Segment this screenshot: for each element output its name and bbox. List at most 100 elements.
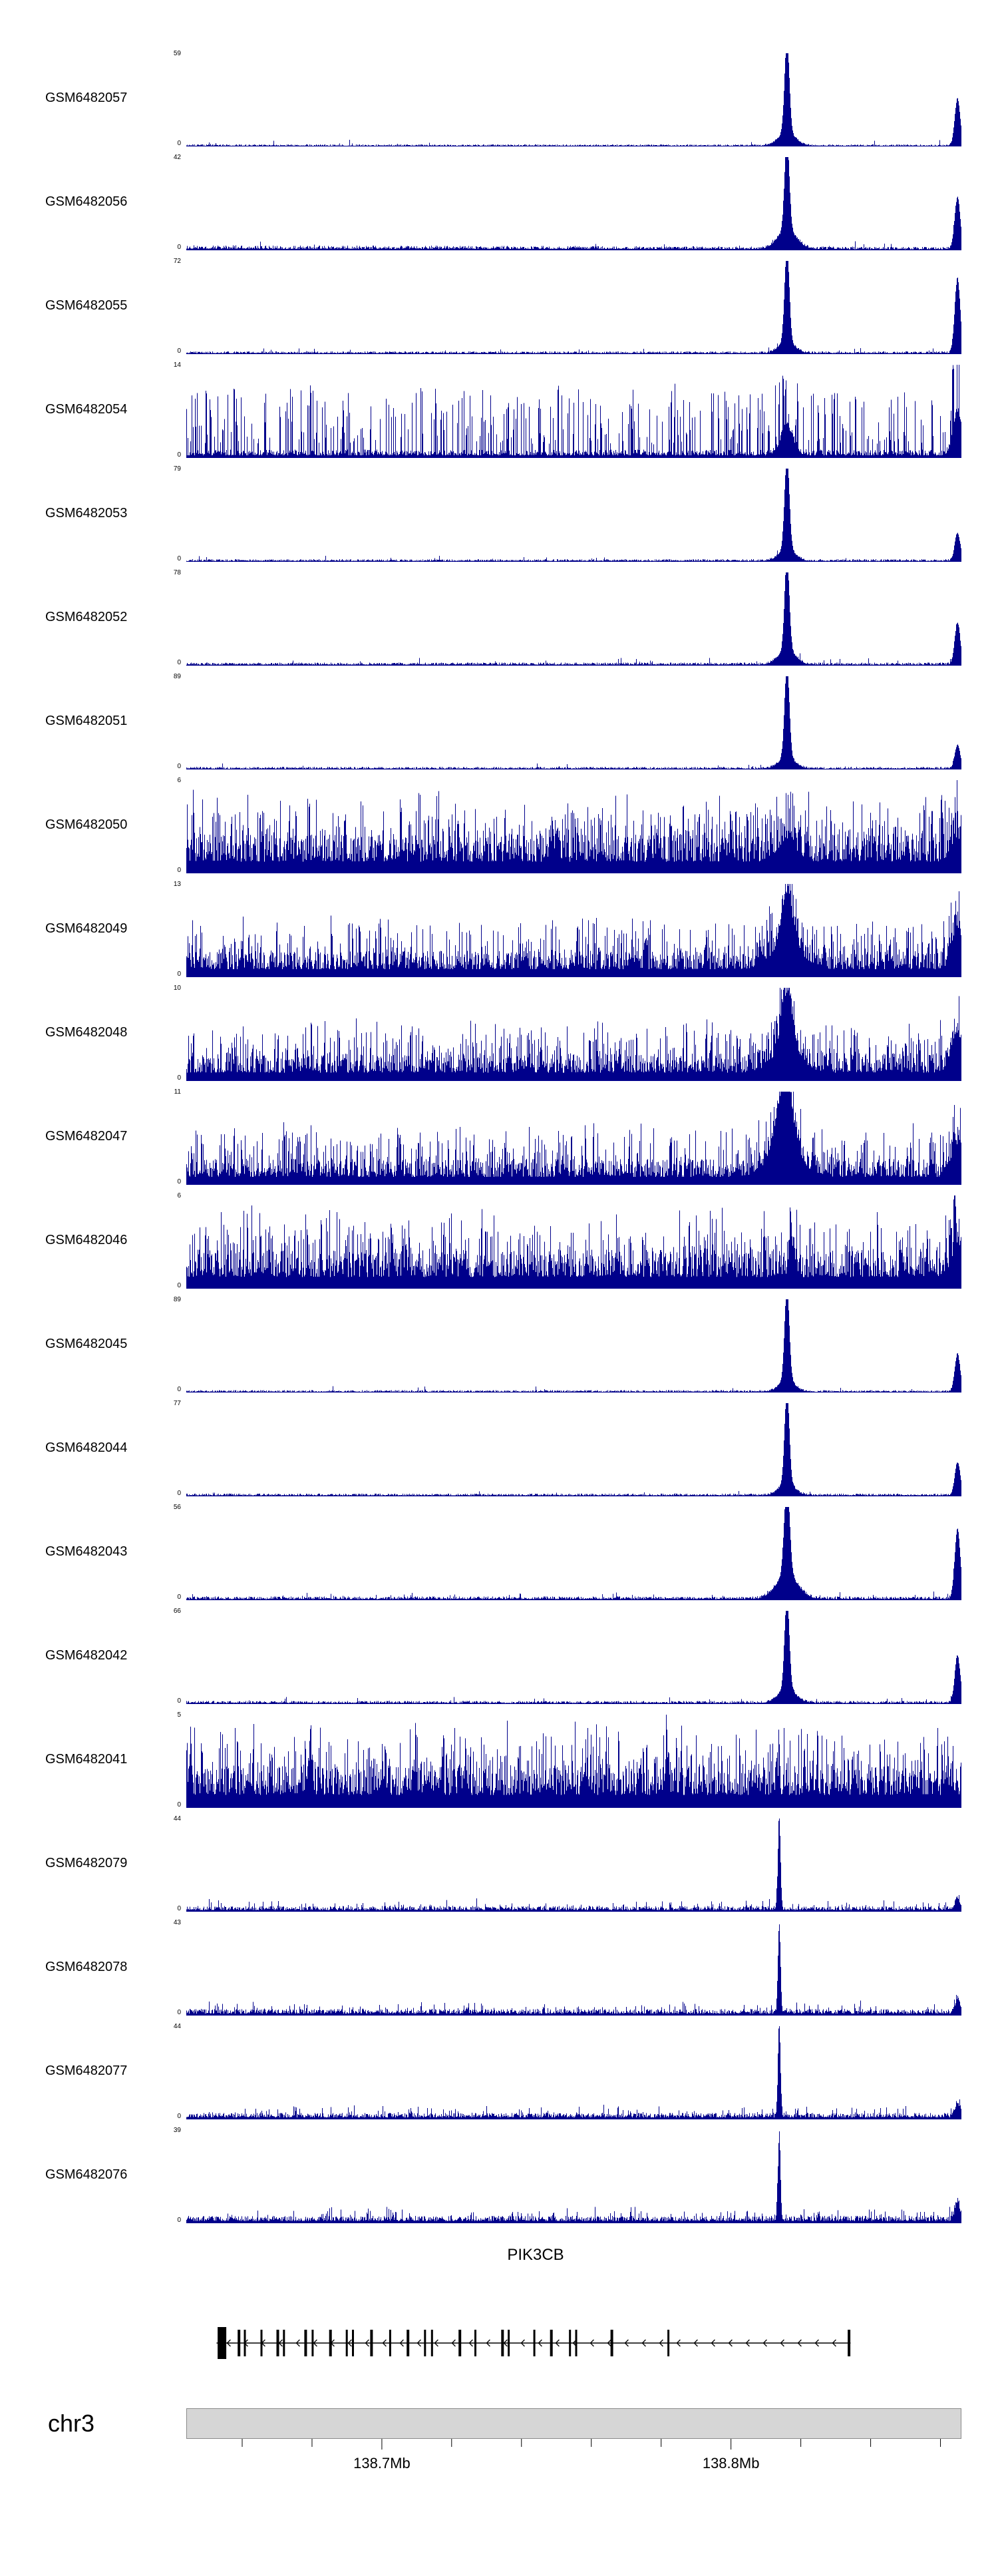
track-label: GSM6482057 bbox=[45, 91, 128, 105]
coverage-track-GSM6482050: GSM6482050 6 0 bbox=[0, 777, 998, 884]
y-axis-zero-label: 0 bbox=[177, 1697, 181, 1705]
coverage-track-GSM6482076: GSM6482076 39 0 bbox=[0, 2127, 998, 2234]
exon bbox=[329, 2330, 332, 2356]
exon bbox=[345, 2330, 348, 2356]
y-axis-zero-label: 0 bbox=[177, 555, 181, 562]
coverage-track-GSM6482046: GSM6482046 6 0 bbox=[0, 1192, 998, 1299]
strand-direction-arrow bbox=[226, 2339, 231, 2347]
y-axis-max-label: 5 bbox=[177, 1711, 181, 1719]
y-axis-zero-label: 0 bbox=[177, 451, 181, 459]
strand-direction-arrow bbox=[451, 2339, 456, 2347]
y-axis-max-label: 6 bbox=[177, 777, 181, 784]
exon bbox=[424, 2330, 426, 2356]
exon bbox=[458, 2330, 462, 2356]
strand-direction-arrow bbox=[295, 2339, 300, 2347]
strand-direction-arrow bbox=[745, 2339, 750, 2347]
strand-direction-arrow bbox=[365, 2339, 369, 2347]
exon bbox=[575, 2330, 578, 2356]
strand-direction-arrow bbox=[624, 2339, 629, 2347]
y-axis-max-label: 11 bbox=[174, 1088, 181, 1096]
strand-direction-arrow bbox=[797, 2339, 802, 2347]
strand-direction-arrow bbox=[538, 2339, 542, 2347]
exon bbox=[610, 2330, 613, 2356]
coverage-track-GSM6482043: GSM6482043 56 0 bbox=[0, 1504, 998, 1611]
track-label: GSM6482041 bbox=[45, 1752, 128, 1767]
coverage-signal bbox=[186, 1195, 961, 1289]
coverage-signal bbox=[186, 572, 961, 666]
track-label: GSM6482053 bbox=[45, 506, 128, 521]
strand-direction-arrow bbox=[555, 2339, 560, 2347]
strand-direction-arrow bbox=[313, 2339, 317, 2347]
exon bbox=[533, 2330, 536, 2356]
y-axis-zero-label: 0 bbox=[177, 1386, 181, 1393]
y-axis-zero-label: 0 bbox=[177, 140, 181, 147]
y-axis-max-label: 39 bbox=[173, 2127, 181, 2134]
y-axis-max-label: 78 bbox=[173, 569, 181, 576]
axis-tick-label: 138.8Mb bbox=[703, 2455, 760, 2471]
coverage-track-GSM6482041: GSM6482041 5 0 bbox=[0, 1711, 998, 1819]
y-axis-max-label: 6 bbox=[177, 1192, 181, 1199]
coverage-track-GSM6482049: GSM6482049 13 0 bbox=[0, 881, 998, 988]
strand-direction-arrow bbox=[416, 2339, 421, 2347]
strand-direction-arrow bbox=[728, 2339, 733, 2347]
y-axis-max-label: 89 bbox=[173, 673, 181, 680]
coverage-signal bbox=[186, 1611, 961, 1704]
strand-direction-arrow bbox=[382, 2339, 387, 2347]
strand-direction-arrow bbox=[676, 2339, 681, 2347]
coverage-signal bbox=[186, 2026, 961, 2119]
strand-direction-arrow bbox=[607, 2339, 611, 2347]
coverage-signal bbox=[186, 261, 961, 354]
track-label: GSM6482079 bbox=[45, 1856, 128, 1870]
y-axis-max-label: 77 bbox=[173, 1400, 181, 1407]
coverage-track-GSM6482052: GSM6482052 78 0 bbox=[0, 569, 998, 676]
y-axis-max-label: 43 bbox=[173, 1919, 181, 1926]
coverage-signal bbox=[186, 365, 961, 458]
strand-direction-arrow bbox=[486, 2339, 490, 2347]
coverage-signal bbox=[186, 469, 961, 562]
coverage-track-GSM6482077: GSM6482077 44 0 bbox=[0, 2024, 998, 2130]
strand-direction-arrow bbox=[399, 2339, 404, 2347]
y-axis-zero-label: 0 bbox=[177, 659, 181, 666]
y-axis-max-label: 13 bbox=[173, 881, 181, 888]
track-label: GSM6482054 bbox=[45, 402, 128, 417]
exon bbox=[667, 2330, 670, 2356]
track-label: GSM6482048 bbox=[45, 1025, 128, 1040]
coverage-track-GSM6482056: GSM6482056 42 0 bbox=[0, 154, 998, 261]
y-axis-zero-label: 0 bbox=[177, 2009, 181, 2016]
coverage-signal bbox=[186, 1819, 961, 1912]
track-label: GSM6482051 bbox=[45, 714, 128, 728]
exon bbox=[311, 2330, 314, 2356]
strand-direction-arrow bbox=[589, 2339, 594, 2347]
strand-direction-arrow bbox=[711, 2339, 715, 2347]
strand-direction-arrow bbox=[641, 2339, 646, 2347]
coverage-signal bbox=[186, 1403, 961, 1496]
coverage-signal bbox=[186, 884, 961, 977]
exon bbox=[352, 2330, 354, 2356]
y-axis-max-label: 79 bbox=[173, 465, 181, 473]
y-axis-zero-label: 0 bbox=[177, 1594, 181, 1601]
strand-direction-arrow bbox=[762, 2339, 767, 2347]
axis-tick-label: 138.7Mb bbox=[353, 2455, 411, 2471]
exon bbox=[407, 2330, 410, 2356]
coverage-track-GSM6482057: GSM6482057 59 0 bbox=[0, 50, 998, 157]
exon bbox=[244, 2330, 246, 2356]
track-label: GSM6482047 bbox=[45, 1129, 128, 1144]
coverage-signal bbox=[186, 2131, 961, 2223]
coverage-track-GSM6482078: GSM6482078 43 0 bbox=[0, 1919, 998, 2026]
exon bbox=[276, 2330, 279, 2356]
exon bbox=[304, 2330, 307, 2356]
track-label: GSM6482044 bbox=[45, 1440, 128, 1455]
coverage-signal bbox=[186, 1092, 961, 1185]
y-axis-max-label: 59 bbox=[173, 50, 181, 57]
y-axis-zero-label: 0 bbox=[177, 1282, 181, 1289]
strand-direction-arrow bbox=[814, 2339, 819, 2347]
strand-direction-arrow bbox=[468, 2339, 473, 2347]
track-label: GSM6482078 bbox=[45, 1960, 128, 1974]
track-label: GSM6482042 bbox=[45, 1648, 128, 1663]
coverage-signal bbox=[186, 1507, 961, 1600]
coverage-signal bbox=[186, 780, 961, 873]
y-axis-zero-label: 0 bbox=[177, 867, 181, 874]
exon bbox=[430, 2330, 433, 2356]
coverage-track-GSM6482051: GSM6482051 89 0 bbox=[0, 673, 998, 780]
